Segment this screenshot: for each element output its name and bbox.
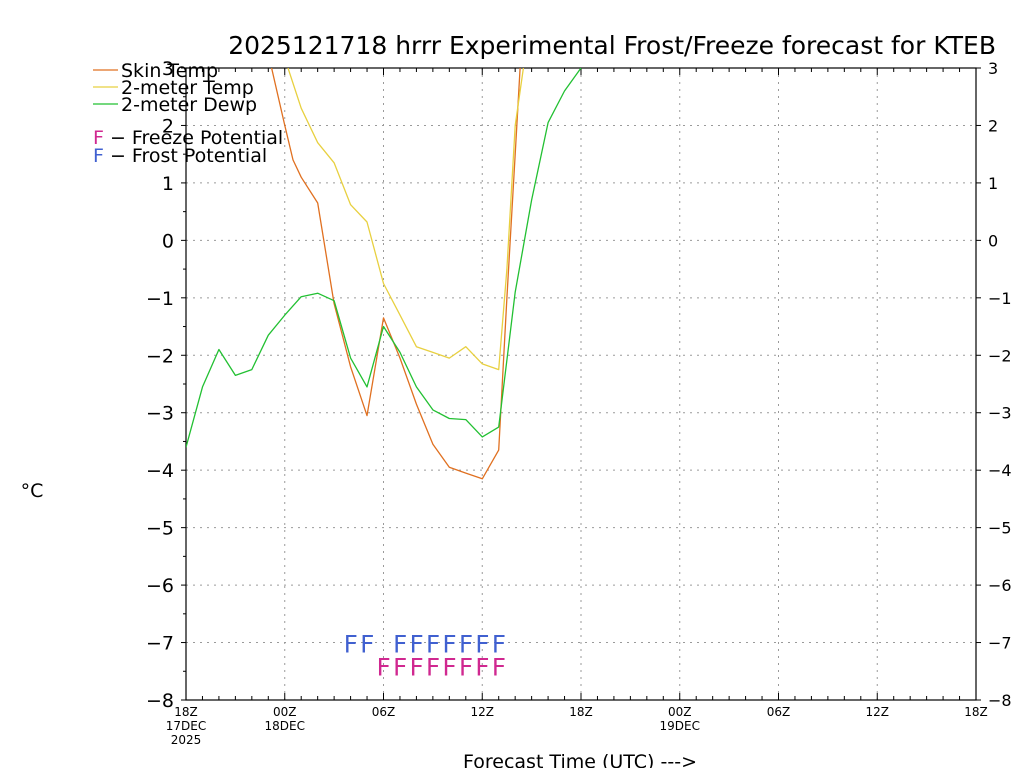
y-tick-label: −8 [146,690,174,712]
freeze-flag: F [376,654,390,682]
y-tick-label: 1 [162,173,174,195]
y-tick-label-right: −8 [988,691,1012,710]
y-tick-label-right: −7 [988,634,1012,653]
y-tick-label: −4 [146,460,174,482]
grid [186,68,976,700]
x-tick-label: 12Z [471,705,495,719]
x-tick-label: 06Z [767,705,791,719]
frost-flag: F [491,631,505,659]
x-tick-label: 00Z [273,705,297,719]
y-tick-label-right: −2 [988,346,1012,365]
frost-flag: F [393,631,407,659]
freeze-flag: F [426,654,440,682]
freeze-flag: F [409,654,423,682]
y-tick-label-right: −4 [988,461,1012,480]
y-tick-label-right: 3 [988,59,998,78]
legend-label: Skin Temp [121,60,218,82]
legend-freeze-potential: F − Freeze Potential [93,127,283,149]
y-tick-label: −6 [146,575,174,597]
x-tick-label: 2025 [171,733,202,747]
freeze-flag: F [475,654,489,682]
legend-frost-potential: F − Frost Potential [93,145,267,167]
x-tick-label: 18Z [569,705,593,719]
x-tick-label: 18Z [964,705,988,719]
frost-flag: F [426,631,440,659]
frost-flag: F [459,631,473,659]
potential-flags: F F F F F F F F FF F F F F F F F [343,631,506,682]
x-tick-label: 00Z [668,705,692,719]
legend-label: 2-meter Temp [121,77,254,99]
x-tick-label: 19DEC [660,719,700,733]
series-line-skin-temp [270,68,521,480]
y-tick-label: −1 [146,288,174,310]
x-axis-label: Forecast Time (UTC) ---> [463,751,697,768]
y-tick-label-right: −1 [988,289,1012,308]
freeze-flag: F [393,654,407,682]
x-tick-label: 18Z [174,705,198,719]
y-tick-label-right: 2 [988,116,998,135]
frost-flag: F [409,631,423,659]
x-tick-label: 18DEC [265,719,305,733]
series-line-2-meter-dewp [186,68,582,448]
y-tick-label-right: 0 [988,231,998,250]
chart-title: 2025121718 hrrr Experimental Frost/Freez… [228,31,996,60]
x-tick-label: 12Z [866,705,890,719]
legend-label: 2-meter Dewp [121,94,257,116]
frost-flag: F [360,631,374,659]
frost-flag: F [343,631,357,659]
freeze-flag: F [442,654,456,682]
y-axis-label: °C [21,480,44,502]
y-tick-label-right: −6 [988,576,1012,595]
freeze-flag: F [491,654,505,682]
frost-flag: F [475,631,489,659]
y-tick-label: 0 [162,230,174,252]
x-tick-label: 06Z [372,705,396,719]
y-tick-label: −2 [146,345,174,367]
y-tick-label: −3 [146,403,174,425]
y-tick-label: 3 [162,58,174,80]
y-tick-label-right: 1 [988,174,998,193]
y-axis-ticks: 3 3 2 2 1 1 0 0 −1 −1 −2 −2 −3 −3 −4 −4 −5 −5 −6 −6 −7 −7 −8 −8 [146,58,1012,712]
x-tick-label: 17DEC [166,719,206,733]
y-tick-label: 2 [162,115,174,137]
y-tick-label: −7 [146,633,174,655]
y-tick-label-right: −5 [988,519,1012,538]
y-tick-label: −5 [146,518,174,540]
series-line-2-meter-temp [287,68,525,371]
frost-flag: F [442,631,456,659]
freeze-flag: F [459,654,473,682]
series-lines [186,68,582,480]
y-tick-label-right: −3 [988,404,1012,423]
